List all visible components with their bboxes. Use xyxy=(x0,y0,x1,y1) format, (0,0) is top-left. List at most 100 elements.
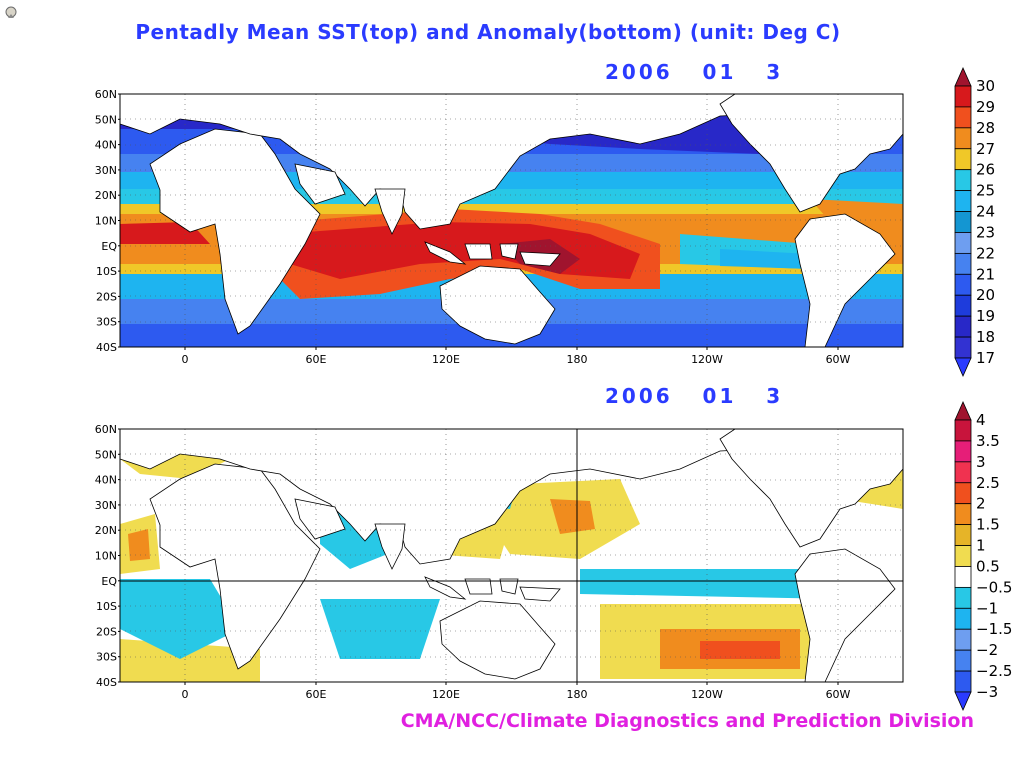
colorbar-max-arrow xyxy=(954,67,972,87)
top-sst-map xyxy=(120,94,903,347)
colorbar-level-label: 30 xyxy=(976,77,995,95)
colorbar-level-label: 3 xyxy=(976,453,986,471)
lat-tick-label: 60N xyxy=(95,88,117,101)
bottom-panel-date: 2006 01 3 xyxy=(605,384,784,408)
colorbar-swatch xyxy=(954,273,972,296)
top-colorbar: 30 29 28 27 26 25 24 23 22 21 20 19 18 17 xyxy=(954,67,995,377)
lat-tick-label: 30S xyxy=(96,316,117,329)
colorbar-swatch xyxy=(954,252,972,275)
colorbar-level-label: 28 xyxy=(976,119,995,137)
colorbar-level-label: 22 xyxy=(976,244,995,262)
colorbar-swatch xyxy=(954,503,972,526)
colorbar-swatch xyxy=(954,127,972,150)
lon-tick-label: 120W xyxy=(691,688,723,701)
lat-tick-label: 20S xyxy=(96,290,117,303)
bottom-lat-axis: 60N 50N 40N 30N 20N 10N EQ 10S 20S 30S 40S xyxy=(95,423,120,689)
lat-tick-label: 50N xyxy=(95,448,117,461)
colorbar-level-label: 0.5 xyxy=(976,557,1000,575)
lat-tick-label: 60N xyxy=(95,423,117,436)
colorbar-swatch xyxy=(954,190,972,212)
page-title: Pentadly Mean SST(top) and Anomaly(botto… xyxy=(135,20,841,44)
top-lon-axis: 0 60E 120E 180 120W 60W xyxy=(182,347,851,366)
lat-tick-label: 20N xyxy=(95,524,117,537)
lon-tick-label: 120E xyxy=(432,688,460,701)
bottom-colorbar: 4 3.5 3 2.5 2 1.5 1 0.5 −0.5 −1 −1.5 −2 −2.5 −3 xyxy=(954,401,1012,711)
colorbar-swatch xyxy=(954,85,972,108)
lat-tick-label: 40N xyxy=(95,139,117,152)
colorbar-min-arrow xyxy=(954,357,972,377)
colorbar-level-label: 4 xyxy=(976,411,986,429)
colorbar-level-label: −1.5 xyxy=(976,620,1012,638)
lat-tick-label: 10N xyxy=(95,215,117,228)
lat-tick-label: 30N xyxy=(95,499,117,512)
bottom-anomaly-map xyxy=(120,429,903,682)
lat-tick-label: 30S xyxy=(96,651,117,664)
colorbar-level-label: 20 xyxy=(976,286,995,304)
colorbar-swatch xyxy=(954,315,972,338)
colorbar-level-label: 2.5 xyxy=(976,474,1000,492)
lon-tick-label: 60E xyxy=(306,353,327,366)
top-panel-date: 2006 01 3 xyxy=(605,60,784,84)
colorbar-level-label: −2 xyxy=(976,641,998,659)
colorbar-level-label: 1 xyxy=(976,537,986,555)
colorbar-min-arrow xyxy=(954,691,972,711)
lon-tick-label: 0 xyxy=(182,688,189,701)
lat-tick-label: 20S xyxy=(96,625,117,638)
lat-tick-label: 40S xyxy=(96,341,117,354)
colorbar-swatch xyxy=(954,336,972,359)
lon-tick-label: 180 xyxy=(567,353,588,366)
lat-tick-label: 40N xyxy=(95,474,117,487)
colorbar-swatch xyxy=(954,482,972,505)
lon-tick-label: 180 xyxy=(567,688,588,701)
lat-tick-label: 40S xyxy=(96,676,117,689)
colorbar-swatch xyxy=(954,211,972,233)
colorbar-level-label: −1 xyxy=(976,599,998,617)
lon-tick-label: 120W xyxy=(691,353,723,366)
colorbar-level-label: 17 xyxy=(976,349,995,367)
lat-tick-label: EQ xyxy=(101,575,117,588)
colorbar-level-label: −0.5 xyxy=(976,578,1012,596)
colorbar-level-label: 21 xyxy=(976,265,995,283)
colorbar-level-label: 18 xyxy=(976,328,995,346)
colorbar-level-label: 3.5 xyxy=(976,432,1000,450)
lon-tick-label: 60W xyxy=(826,353,851,366)
colorbar-level-label: 26 xyxy=(976,161,995,179)
lat-tick-label: 10S xyxy=(96,600,117,613)
colorbar-level-label: 29 xyxy=(976,98,995,116)
colorbar-level-label: 24 xyxy=(976,203,995,221)
colorbar-swatch xyxy=(954,148,972,171)
lon-tick-label: 0 xyxy=(182,353,189,366)
colorbar-swatch xyxy=(954,607,972,630)
lat-tick-label: 20N xyxy=(95,189,117,202)
lon-tick-label: 60W xyxy=(826,688,851,701)
colorbar-level-label: 27 xyxy=(976,140,995,158)
colorbar-swatch xyxy=(954,628,972,651)
colorbar-level-label: −2.5 xyxy=(976,662,1012,680)
colorbar-swatch xyxy=(954,294,972,317)
lat-tick-label: EQ xyxy=(101,240,117,253)
colorbar-swatch xyxy=(954,670,972,693)
colorbar-swatch xyxy=(954,106,972,129)
colorbar-swatch xyxy=(954,566,972,588)
colorbar-swatch xyxy=(954,169,972,192)
colorbar-level-label: 23 xyxy=(976,223,995,241)
colorbar-level-label: 1.5 xyxy=(976,516,1000,534)
colorbar-swatch xyxy=(954,524,972,546)
bottom-lon-axis: 0 60E 120E 180 120W 60W xyxy=(182,682,851,701)
lat-tick-label: 10S xyxy=(96,265,117,278)
colorbar-level-label: 2 xyxy=(976,495,986,513)
colorbar-level-label: −3 xyxy=(976,683,998,701)
colorbar-swatch xyxy=(954,545,972,567)
lon-tick-label: 60E xyxy=(306,688,327,701)
lat-tick-label: 10N xyxy=(95,550,117,563)
lat-tick-label: 50N xyxy=(95,113,117,126)
top-lat-axis: 60N 50N 40N 30N 20N 10N EQ 10S 20S 30S 40S xyxy=(95,88,120,354)
lon-tick-label: 120E xyxy=(432,353,460,366)
colorbar-swatch xyxy=(954,586,972,609)
colorbar-level-label: 25 xyxy=(976,182,995,200)
lat-tick-label: 30N xyxy=(95,164,117,177)
colorbar-swatch xyxy=(954,419,972,442)
colorbar-max-arrow xyxy=(954,401,972,421)
colorbar-swatch xyxy=(954,649,972,672)
